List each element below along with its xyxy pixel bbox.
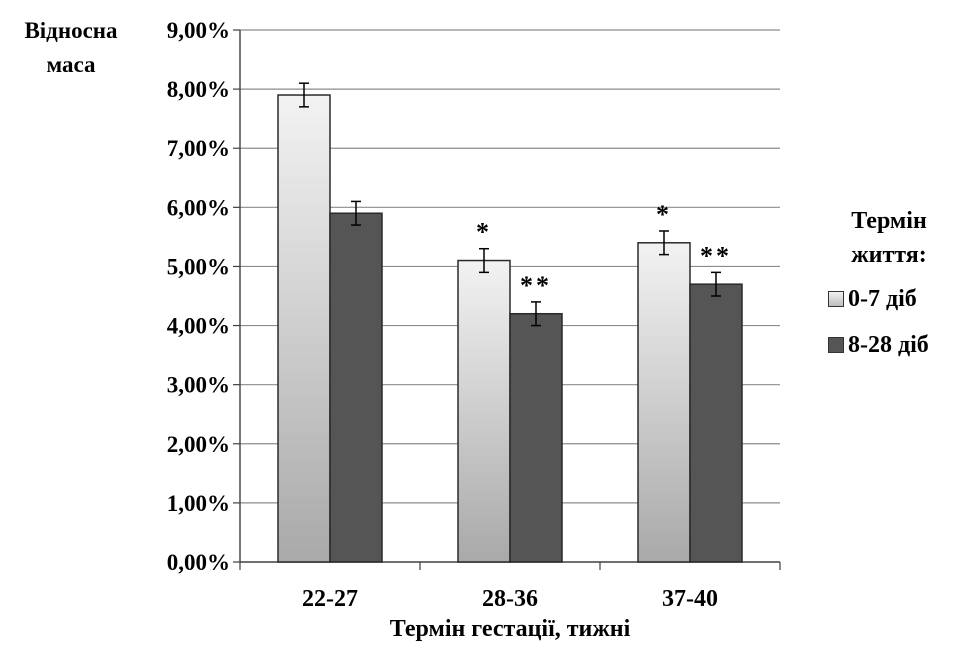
tick-labels: 0,00% 1,00% 2,00% 3,00% 4,00% 5,00% 6,00% 7,00%… [167, 18, 732, 612]
x-tick-label: 37-40 [662, 586, 718, 612]
x-axis-title: Термін гестації, тижні [389, 616, 631, 642]
legend-label-series-1: 0-7 діб [848, 285, 917, 312]
significance-marker: * [656, 200, 672, 229]
y-axis-title: Відносна маса [24, 18, 118, 77]
legend-swatch-series-1 [828, 291, 844, 307]
bar-2-28-36 [509, 312, 563, 563]
y-tick-label: 2,00% [167, 432, 230, 457]
y-tick-label: 6,00% [167, 195, 230, 220]
bar-1-37-40 [637, 242, 691, 563]
bar-1-28-36 [457, 259, 511, 563]
y-tick-label: 9,00% [167, 18, 230, 43]
legend-swatch-series-2 [828, 337, 844, 353]
x-tick-label: 22-27 [302, 586, 358, 612]
legend-item-series-1: 0-7 діб [828, 280, 962, 318]
bar-2-22-27 [329, 212, 383, 563]
legend-label-series-2: 8-28 діб [848, 331, 929, 358]
bar-1-22-27 [277, 94, 331, 563]
x-tick-label: 28-36 [482, 586, 538, 612]
legend-item-series-2: 8-28 діб [828, 326, 962, 364]
bar-2-37-40 [689, 283, 743, 563]
y-tick-label: 3,00% [167, 373, 230, 398]
significance-marker: ** [700, 241, 732, 270]
bars [277, 82, 743, 563]
y-tick-label: 8,00% [167, 77, 230, 102]
significance-marker: ** [520, 271, 552, 300]
significance-marker: * [476, 218, 492, 247]
y-tick-label: 1,00% [167, 491, 230, 516]
y-tick-label: 0,00% [167, 550, 230, 575]
legend: Термін життя: 0-7 діб 8-28 діб [822, 204, 962, 364]
y-tick-label: 4,00% [167, 314, 230, 339]
y-tick-label: 5,00% [167, 254, 230, 279]
legend-title: Термін життя: [851, 208, 927, 268]
y-tick-label: 7,00% [167, 136, 230, 161]
